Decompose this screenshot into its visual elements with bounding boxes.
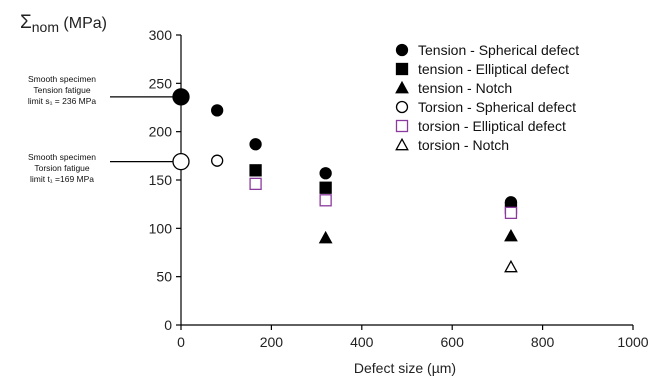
point-tension-spherical-defect bbox=[249, 138, 262, 151]
y-axis-title-sub: nom bbox=[32, 19, 59, 35]
y-tick-label: 150 bbox=[149, 172, 173, 188]
legend-label: torsion - Notch bbox=[418, 137, 509, 153]
annotation-torsion-line: Torsion fatigue bbox=[34, 163, 90, 173]
y-tick-label: 50 bbox=[156, 269, 172, 285]
reference-point-tension bbox=[172, 88, 190, 106]
x-tick-label: 200 bbox=[260, 334, 284, 350]
y-tick-label: 300 bbox=[149, 27, 173, 43]
y-axis-title: Σnom (MPa) bbox=[20, 12, 107, 35]
x-tick-label: 800 bbox=[531, 334, 555, 350]
point-tension-spherical-defect bbox=[211, 104, 224, 117]
y-tick-label: 100 bbox=[149, 220, 173, 236]
axes bbox=[180, 35, 633, 326]
y-tick-label: 0 bbox=[164, 317, 172, 333]
x-tick-label: 1000 bbox=[617, 334, 648, 350]
y-tick-label: 250 bbox=[149, 75, 173, 91]
data-points bbox=[172, 88, 518, 273]
annotation-tension-line: Tension fatigue bbox=[33, 85, 90, 95]
point-tension-spherical-defect bbox=[319, 167, 332, 180]
point-torsion-elliptical-defect bbox=[319, 194, 332, 207]
reference-point-torsion bbox=[172, 152, 190, 171]
x-tick-label: 400 bbox=[350, 334, 374, 350]
y-axis-title-unit: (MPa) bbox=[59, 15, 107, 32]
legend-label: torsion - Elliptical defect bbox=[418, 118, 566, 134]
legend-label: tension - Elliptical defect bbox=[418, 61, 569, 77]
legend: Tension - Spherical defect tension - Elli… bbox=[395, 42, 579, 153]
x-tick-label: 0 bbox=[177, 334, 185, 350]
annotation-tension-line: Smooth specimen bbox=[28, 74, 96, 84]
point-tension-elliptical-defect bbox=[249, 164, 262, 177]
legend-marker-tension-notch bbox=[395, 80, 409, 94]
legend-marker-torsion-elliptical-defect bbox=[395, 119, 409, 133]
annotation-torsion-line: Smooth specimen bbox=[28, 152, 96, 162]
point-torsion-spherical-defect bbox=[211, 154, 224, 167]
point-tension-notch bbox=[504, 228, 518, 242]
point-torsion-elliptical-defect bbox=[504, 206, 518, 220]
legend-label: Tension - Spherical defect bbox=[418, 42, 579, 58]
legend-marker-tension-elliptical-defect bbox=[395, 62, 409, 76]
y-ticks: 0 50 100 150 200 250 300 bbox=[149, 27, 181, 333]
point-tension-notch bbox=[318, 230, 333, 244]
x-ticks: 0 200 400 600 800 1000 bbox=[177, 325, 649, 350]
legend-label: Torsion - Spherical defect bbox=[418, 99, 576, 115]
legend-marker-tension-spherical-defect bbox=[395, 43, 409, 57]
legend-marker-torsion-notch bbox=[395, 137, 409, 151]
x-tick-label: 600 bbox=[441, 334, 465, 350]
point-tension-elliptical-defect bbox=[319, 181, 332, 194]
point-torsion-notch bbox=[504, 259, 518, 273]
x-axis-title: Defect size (µm) bbox=[354, 360, 456, 376]
legend-marker-torsion-spherical-defect bbox=[395, 100, 409, 114]
annotation-torsion-line: limit t₁ =169 MPa bbox=[30, 174, 94, 184]
legend-label: tension - Notch bbox=[418, 80, 512, 96]
y-tick-label: 200 bbox=[149, 124, 173, 140]
y-axis-title-main: Σ bbox=[20, 12, 32, 33]
annotation-tension-line: limit s₁ = 236 MPa bbox=[28, 96, 97, 106]
point-torsion-elliptical-defect bbox=[249, 177, 262, 191]
